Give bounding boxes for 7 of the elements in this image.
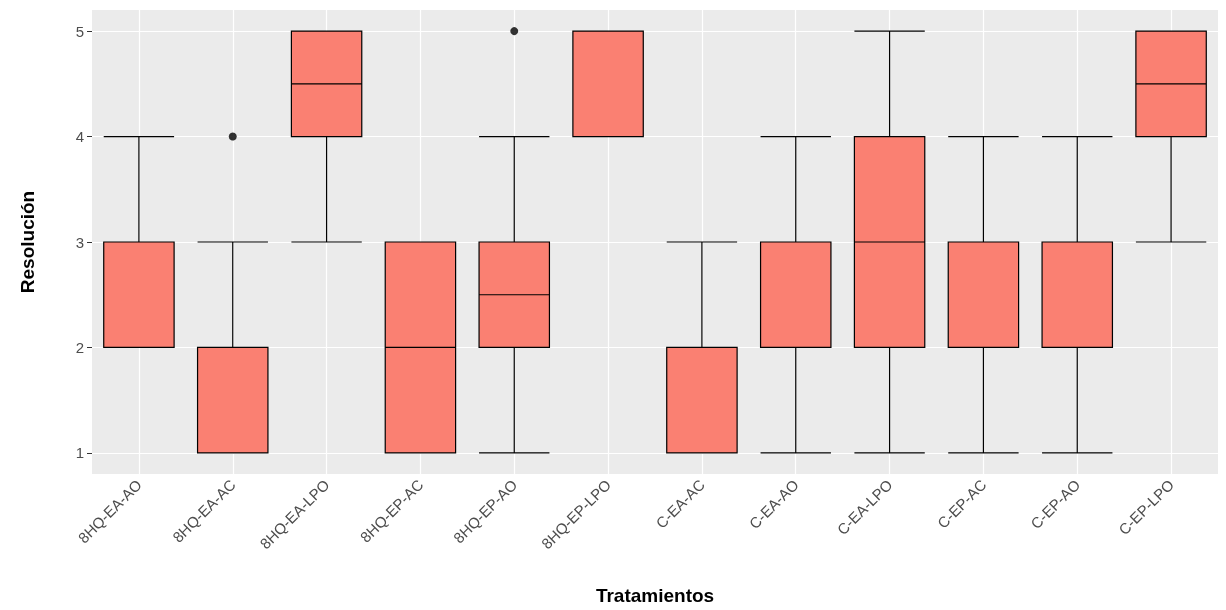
y-tick-label: 5 (75, 22, 84, 40)
y-tick-label: 3 (75, 233, 84, 251)
y-tick-label: 2 (75, 338, 84, 356)
y-tick-label: 4 (75, 128, 84, 146)
y-axis-title: Resolución (17, 190, 38, 294)
x-axis-title: Tratamientos (595, 585, 715, 606)
y-tick-label: 1 (75, 444, 84, 462)
